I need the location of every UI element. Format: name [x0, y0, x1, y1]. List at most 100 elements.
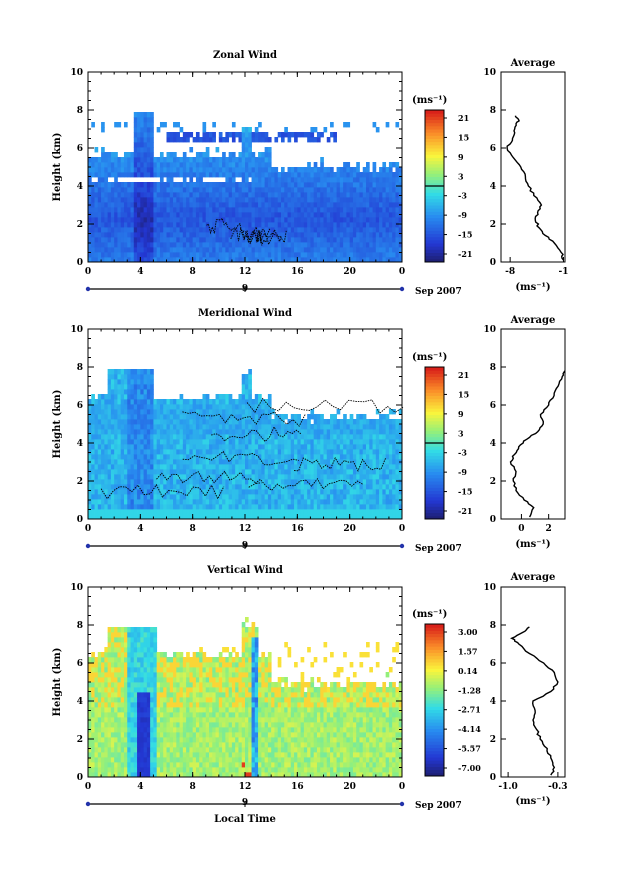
heatmap-cell: [88, 752, 92, 758]
heatmap-cell: [123, 197, 128, 203]
colorbar-tick-label: 21: [458, 113, 469, 123]
heatmap-cell: [349, 232, 354, 238]
heatmap-cell: [107, 499, 112, 505]
heatmap-cell: [385, 439, 390, 445]
heatmap-cell: [146, 137, 151, 143]
heatmap-cell: [346, 162, 351, 168]
heatmap-cell: [94, 202, 99, 208]
heatmap-cell: [392, 459, 396, 465]
heatmap-cell: [215, 479, 220, 485]
heatmap-cell: [205, 167, 210, 173]
heatmap-cell: [343, 414, 347, 420]
heatmap-cell: [209, 404, 213, 410]
heatmap-cell: [153, 514, 158, 520]
heatmap-cell: [398, 182, 403, 188]
heatmap-cell: [91, 712, 95, 718]
heatmap-cell: [284, 499, 288, 505]
heatmap-cell: [159, 182, 164, 188]
heatmap-cell: [323, 419, 328, 425]
heatmap-cell: [130, 242, 135, 248]
heatmap-cell: [241, 434, 246, 440]
heatmap-cell: [91, 727, 95, 733]
timeline-endpoint: [399, 286, 405, 292]
heatmap-cell: [245, 454, 249, 460]
heatmap-cell: [323, 202, 328, 208]
heatmap-cell: [146, 429, 151, 435]
heatmap-cell: [297, 202, 301, 208]
colorbar-segment: [425, 493, 444, 498]
heatmap-cell: [146, 494, 151, 500]
heatmap-cell: [264, 182, 269, 188]
heatmap-cell: [120, 172, 125, 178]
heatmap-cell: [205, 464, 210, 470]
heatmap-cell: [101, 152, 105, 158]
heatmap-cell: [362, 424, 367, 430]
heatmap-cell: [189, 217, 194, 223]
heatmap-cell: [176, 509, 180, 515]
heatmap-cell: [343, 479, 347, 485]
heatmap-cell: [228, 394, 233, 400]
colorbar-tick-label: 3: [458, 171, 464, 181]
heatmap-cell: [280, 227, 285, 233]
heatmap-cell: [195, 424, 200, 430]
heatmap-cell: [284, 479, 288, 485]
heatmap-cell: [127, 182, 131, 188]
heatmap-cell: [107, 172, 112, 178]
heatmap-cell: [307, 172, 311, 178]
heatmap-cell: [228, 132, 233, 138]
heatmap-cell: [101, 454, 105, 460]
heatmap-cell: [297, 227, 301, 233]
heatmap-cell: [127, 434, 131, 440]
heatmap-cell: [140, 469, 144, 475]
heatmap-cell: [202, 459, 207, 465]
heatmap-cell: [133, 227, 138, 233]
heatmap-cell: [290, 464, 295, 470]
heatmap-cell: [313, 454, 318, 460]
heatmap-cell: [326, 177, 331, 183]
heatmap-cell: [320, 192, 324, 198]
heatmap-cell: [212, 514, 216, 520]
heatmap-cell: [120, 227, 125, 233]
heatmap-cell: [137, 242, 141, 248]
heatmap-cell: [238, 202, 243, 208]
heatmap-cell: [169, 222, 174, 228]
heatmap-cell: [199, 409, 203, 415]
heatmap-cell: [362, 509, 367, 515]
heatmap-cell: [123, 252, 128, 258]
heatmap-cell: [94, 484, 99, 490]
heatmap-cell: [284, 132, 288, 138]
heatmap-cell: [238, 419, 243, 425]
heatmap-cell: [156, 409, 161, 415]
heatmap-cell: [231, 257, 236, 263]
heatmap-cell: [123, 434, 128, 440]
heatmap-cell: [163, 212, 167, 218]
heatmap-cell: [114, 474, 118, 480]
heatmap-cell: [254, 484, 259, 490]
heatmap-cell: [228, 404, 233, 410]
heatmap-cell: [146, 172, 151, 178]
heatmap-cell: [379, 202, 383, 208]
heatmap-cell: [156, 479, 161, 485]
heatmap-cell: [104, 484, 109, 490]
heatmap-cell: [369, 459, 373, 465]
heatmap-cell: [326, 454, 331, 460]
heatmap-cell: [173, 439, 177, 445]
heatmap-cell: [186, 232, 190, 238]
average-y-tick-label: 0: [490, 258, 496, 268]
heatmap-cell: [218, 509, 223, 515]
heatmap-cell: [258, 434, 262, 440]
heatmap-cell: [323, 187, 328, 193]
heatmap-cell: [189, 172, 194, 178]
colorbar-segment: [425, 484, 444, 488]
heatmap-cell: [287, 464, 292, 470]
heatmap-cell: [225, 197, 230, 203]
heatmap-cell: [133, 514, 138, 520]
heatmap-cell: [189, 162, 194, 168]
heatmap-cell: [101, 459, 105, 465]
heatmap-cell: [300, 434, 305, 440]
heatmap-cell: [313, 182, 318, 188]
heatmap-cell: [169, 494, 174, 500]
heatmap-cell: [343, 484, 347, 490]
